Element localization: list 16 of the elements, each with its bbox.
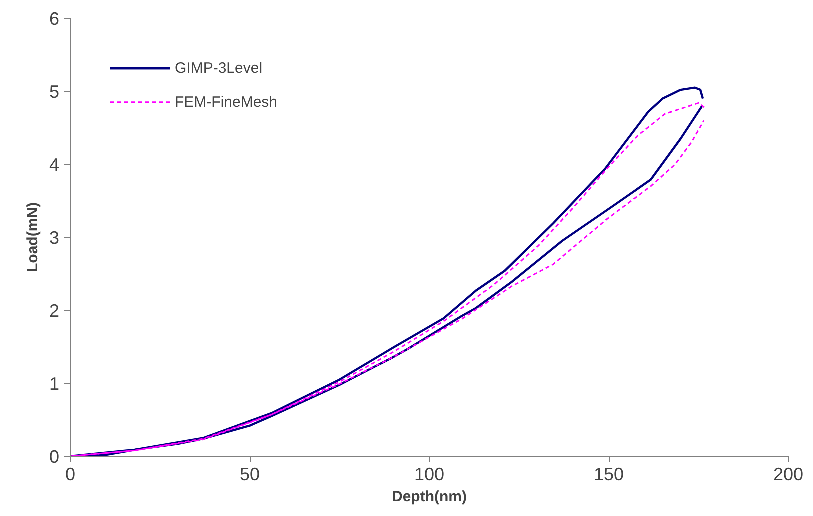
y-tick-label: 4 [49, 155, 60, 175]
y-tick-label: 0 [49, 447, 60, 467]
legend-label: FEM-FineMesh [175, 94, 278, 110]
x-tick-label: 200 [773, 464, 804, 484]
y-tick-label: 1 [49, 374, 60, 394]
y-tick-label: 6 [49, 9, 60, 29]
x-tick-label: 150 [594, 464, 624, 484]
y-tick-label: 5 [49, 82, 60, 102]
x-tick-label: 50 [240, 464, 260, 484]
x-tick-label: 100 [414, 464, 445, 484]
y-tick-label: 3 [49, 228, 60, 248]
x-axis-title: Depth(nm) [392, 488, 468, 506]
legend-label: GIMP-3Level [175, 60, 263, 76]
y-axis-title: Load(mN) [24, 202, 42, 272]
x-tick-label: 0 [65, 464, 76, 484]
y-tick-label: 2 [49, 301, 60, 321]
